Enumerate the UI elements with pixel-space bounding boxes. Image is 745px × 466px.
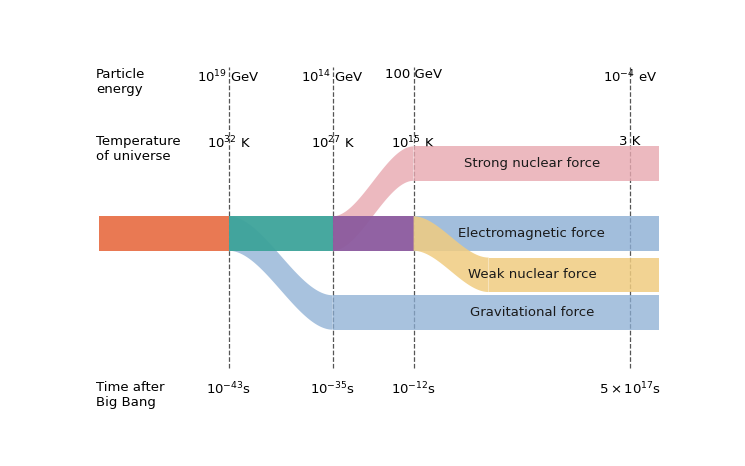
Polygon shape: [229, 216, 333, 330]
Bar: [229, 216, 333, 251]
Text: Weak nuclear force: Weak nuclear force: [468, 268, 596, 281]
Bar: [99, 216, 229, 251]
Text: $10^{-43}$s: $10^{-43}$s: [206, 381, 251, 397]
Text: $10^{-35}$s: $10^{-35}$s: [310, 381, 355, 397]
Text: $10^{15}$ K: $10^{15}$ K: [391, 135, 436, 151]
Bar: [413, 146, 659, 181]
Text: Particle
energy: Particle energy: [96, 69, 145, 96]
Text: $10^{-4}$ eV: $10^{-4}$ eV: [603, 69, 657, 85]
Text: 100 GeV: 100 GeV: [385, 69, 442, 82]
Text: $10^{19}$ GeV: $10^{19}$ GeV: [197, 69, 260, 85]
Text: Time after
Big Bang: Time after Big Bang: [96, 381, 165, 409]
Text: Strong nuclear force: Strong nuclear force: [464, 157, 600, 170]
Polygon shape: [333, 146, 413, 251]
Bar: [489, 258, 659, 292]
Text: Gravitational force: Gravitational force: [470, 306, 594, 319]
Text: $10^{-12}$s: $10^{-12}$s: [391, 381, 436, 397]
Text: Temperature
of universe: Temperature of universe: [96, 135, 180, 163]
Polygon shape: [413, 216, 489, 292]
Text: $10^{27}$ K: $10^{27}$ K: [311, 135, 355, 151]
Bar: [413, 216, 659, 251]
Text: $5 \times 10^{17}$s: $5 \times 10^{17}$s: [599, 381, 661, 397]
Text: $10^{14}$ GeV: $10^{14}$ GeV: [302, 69, 364, 85]
Bar: [333, 295, 659, 330]
Bar: [333, 216, 413, 251]
Text: Electromagnetic force: Electromagnetic force: [458, 227, 606, 240]
Text: $10^{32}$ K: $10^{32}$ K: [206, 135, 251, 151]
Text: 3 K: 3 K: [619, 135, 641, 148]
